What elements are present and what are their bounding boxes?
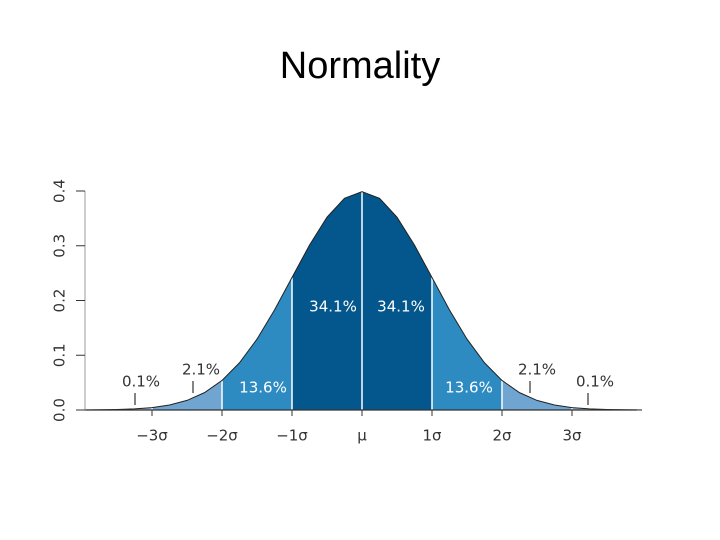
y-tick-label: 0.4: [51, 179, 69, 203]
x-tick-label: −3σ: [136, 427, 168, 445]
region: [292, 191, 362, 410]
region: [502, 380, 572, 410]
x-tick-label: −1σ: [276, 427, 308, 445]
region-label: 0.1%: [576, 373, 614, 391]
x-tick-label: μ: [357, 427, 367, 445]
x-tick-label: 1σ: [422, 427, 442, 445]
x-tick-label: 3σ: [562, 427, 582, 445]
region-label: 2.1%: [182, 361, 220, 379]
y-tick-label: 0.0: [51, 398, 69, 422]
region-label: 0.1%: [122, 373, 160, 391]
y-tick-label: 0.3: [51, 234, 69, 258]
region-label: 13.6%: [445, 379, 493, 397]
region-label: 34.1%: [377, 298, 425, 316]
y-tick-label: 0.2: [51, 289, 69, 313]
region: [362, 191, 432, 410]
slide-title: Normality: [280, 45, 440, 87]
x-tick-label: −2σ: [206, 427, 238, 445]
curve: [81, 191, 643, 411]
region: [152, 380, 222, 410]
region-label: 34.1%: [309, 298, 357, 316]
y-tick-label: 0.1: [51, 343, 69, 367]
region-label: 2.1%: [518, 361, 556, 379]
x-tick-label: 2σ: [492, 427, 512, 445]
region-label: 13.6%: [239, 379, 287, 397]
